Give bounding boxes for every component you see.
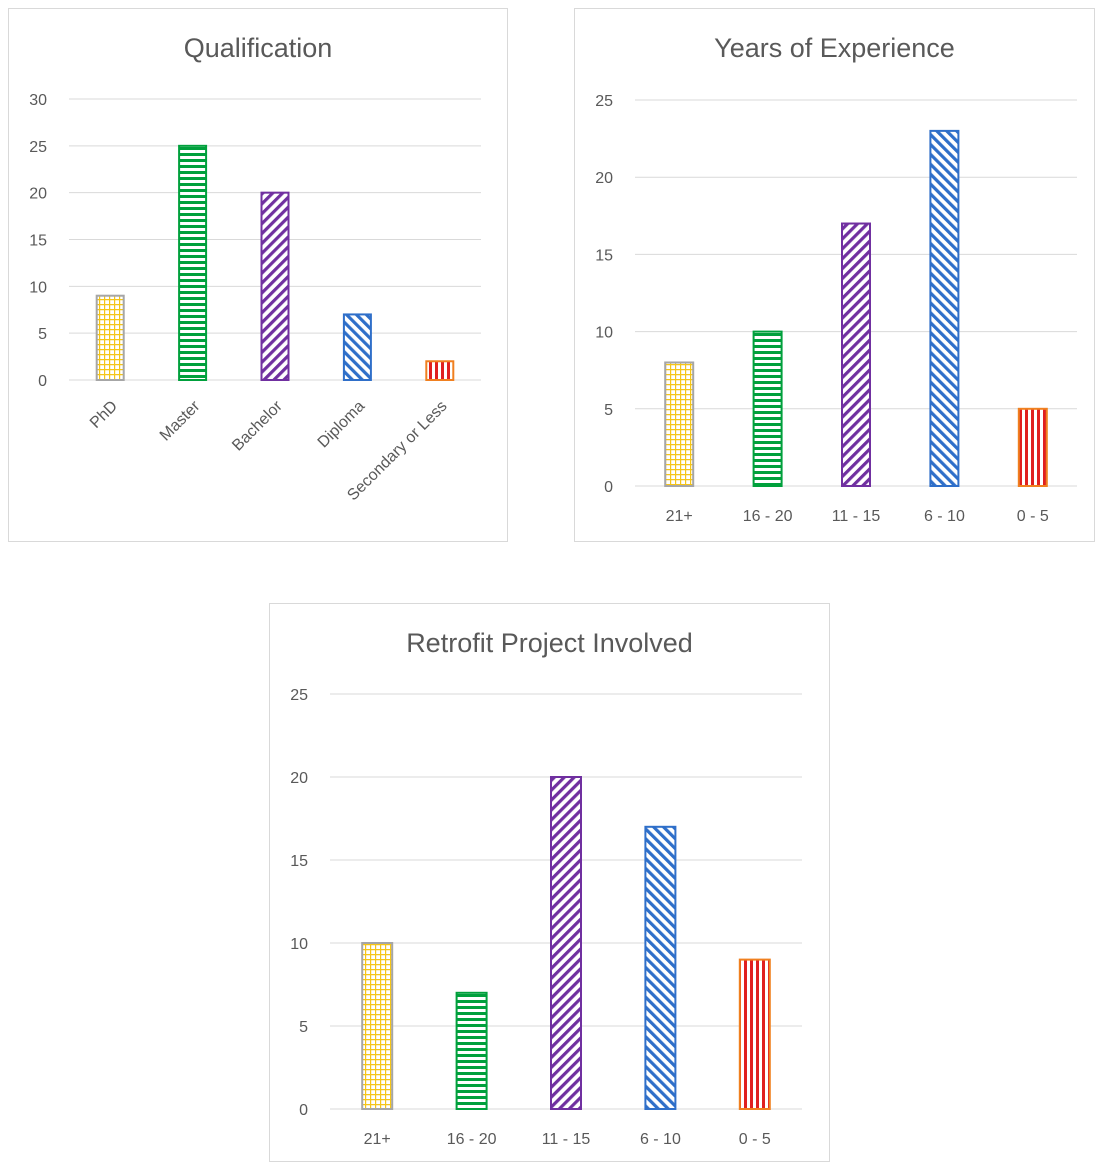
years-of-experience-chart-panel: Years of Experience 0 5 10 15 20 25 21+ 16 - 20… xyxy=(574,8,1095,542)
bar-16-20 xyxy=(455,991,488,1110)
bar-bachelor xyxy=(260,191,290,381)
x-tick-label: 16 - 20 xyxy=(743,508,793,525)
bar-secondary-or-less xyxy=(425,360,455,381)
y-tick-label: 10 xyxy=(29,279,47,296)
x-tick-label: 6 - 10 xyxy=(924,508,965,525)
x-tick-label: Master xyxy=(157,397,204,444)
y-tick-label: 20 xyxy=(290,770,308,787)
bar-11-15 xyxy=(841,222,871,488)
x-tick-label: 0 - 5 xyxy=(1017,508,1049,525)
bar-6-10 xyxy=(929,129,960,487)
y-tick-label: 15 xyxy=(595,247,613,264)
bar-master xyxy=(178,144,208,381)
years-of-experience-chart: 0 5 10 15 20 25 21+ 16 - 20 11 - 15 6 - 10 0 - 5 xyxy=(595,93,1077,525)
bar-0-5 xyxy=(1017,407,1048,487)
x-tick-label: PhD xyxy=(87,398,121,432)
y-tick-label: 5 xyxy=(299,1019,308,1036)
x-tick-label: 11 - 15 xyxy=(542,1131,591,1148)
y-tick-label: 10 xyxy=(595,325,613,342)
x-tick-label: 11 - 15 xyxy=(832,508,881,525)
chart-title: Retrofit Project Involved xyxy=(406,628,693,658)
y-tick-label: 25 xyxy=(290,687,308,704)
y-tick-label: 20 xyxy=(595,170,613,187)
y-tick-label: 15 xyxy=(290,853,308,870)
bar-6-10 xyxy=(644,825,677,1111)
chart-title: Qualification xyxy=(183,33,333,63)
y-tick-label: 30 xyxy=(29,92,47,109)
y-tick-label: 20 xyxy=(29,186,47,203)
bar-16-20 xyxy=(752,330,783,487)
qualification-chart-panel: Qualification 0 5 10 15 20 25 30 PhD Master Bache… xyxy=(8,8,508,542)
retrofit-project-chart: 0 5 10 15 20 25 21+ 16 - 20 11 - 15 6 - 10 0 - 5 xyxy=(290,687,802,1148)
y-tick-label: 0 xyxy=(38,373,47,390)
x-tick-label: 21+ xyxy=(364,1131,391,1148)
bar-21 xyxy=(361,942,394,1110)
x-tick-label: Diploma xyxy=(315,398,369,452)
x-tick-label: 16 - 20 xyxy=(447,1131,497,1148)
y-tick-label: 0 xyxy=(604,479,613,496)
bar-diploma xyxy=(342,313,372,381)
bar-11-15 xyxy=(550,776,582,1110)
y-tick-label: 10 xyxy=(290,936,308,953)
x-tick-label: 0 - 5 xyxy=(739,1131,771,1148)
y-tick-label: 25 xyxy=(29,139,47,156)
x-tick-label: 6 - 10 xyxy=(640,1131,681,1148)
x-tick-label: 21+ xyxy=(666,508,693,525)
y-tick-label: 15 xyxy=(29,233,47,250)
x-tick-label: Bachelor xyxy=(229,397,286,454)
y-tick-label: 0 xyxy=(299,1102,308,1119)
y-tick-label: 5 xyxy=(604,402,613,419)
y-tick-label: 25 xyxy=(595,93,613,110)
y-tick-label: 5 xyxy=(38,326,47,343)
bar-21 xyxy=(664,361,695,488)
chart-title: Years of Experience xyxy=(714,33,955,63)
retrofit-project-chart-panel: Retrofit Project Involved 0 5 10 15 20 25 21+ 1… xyxy=(269,603,830,1162)
bar-phd xyxy=(95,294,125,382)
bar-0-5 xyxy=(738,958,771,1110)
